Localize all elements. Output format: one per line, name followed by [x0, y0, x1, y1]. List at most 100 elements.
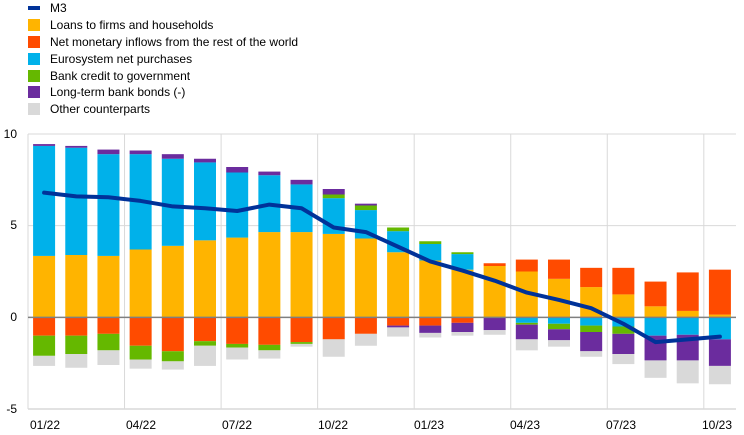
bar-segment-loans-to-firms-and-households [194, 240, 216, 318]
bar-segment-loans-to-firms-and-households [483, 266, 506, 318]
bar-segment-long-term-bank-bonds [612, 333, 635, 354]
bar-segment-other-counterparts [708, 365, 731, 385]
bar-segment-net-monetary-inflows-from-the-rest-of-the-world [258, 317, 281, 345]
x-tick-label: 07/23 [606, 418, 636, 432]
bar-segment-long-term-bank-bonds [451, 322, 474, 332]
x-tick-label: 10/22 [318, 418, 348, 432]
bar-segment-long-term-bank-bonds [33, 144, 56, 146]
bar-segment-net-monetary-inflows-from-the-rest-of-the-world [322, 317, 345, 340]
legend-item-bank-credit: Bank credit to government [28, 67, 298, 84]
bar-segment-net-monetary-inflows-from-the-rest-of-the-world [612, 267, 635, 295]
bar-segment-bank-credit-to-government [258, 344, 281, 351]
bar-segment-bank-credit-to-government [226, 343, 249, 348]
bar-segment-other-counterparts [612, 354, 635, 365]
legend-swatch-bank-credit [28, 69, 40, 82]
bar-segment-other-counterparts [290, 343, 313, 347]
bar-segment-bank-credit-to-government [515, 322, 538, 325]
bar-segment-loans-to-firms-and-households [161, 245, 184, 318]
legend-swatch-m3 [28, 6, 40, 11]
bar-segment-net-monetary-inflows-from-the-rest-of-the-world [580, 267, 603, 288]
legend-label: Eurosystem net purchases [50, 51, 193, 66]
bar-segment-other-counterparts [161, 361, 184, 370]
x-tick-label: 04/23 [510, 418, 540, 432]
bar-segment-eurosystem-net-purchases [65, 147, 88, 255]
bar-segment-long-term-bank-bonds [322, 189, 345, 195]
bar-segment-bank-credit-to-government [548, 323, 570, 330]
x-tick-label: 07/22 [222, 418, 252, 432]
y-tick-label: -5 [6, 402, 17, 416]
bar-segment-eurosystem-net-purchases [451, 254, 474, 270]
legend-label: Loans to firms and households [50, 18, 214, 33]
bar-segment-loans-to-firms-and-households [97, 255, 120, 318]
legend-label: Other counterparts [50, 102, 151, 117]
legend-swatch-eurosystem [28, 52, 40, 65]
bar-segment-net-monetary-inflows-from-the-rest-of-the-world [194, 317, 216, 342]
legend-item-other: Other counterparts [28, 101, 298, 118]
x-tick-label: 01/22 [30, 418, 60, 432]
bar-segment-other-counterparts [387, 327, 410, 337]
bar-segment-loans-to-firms-and-households [708, 314, 731, 318]
y-tick-label: 10 [4, 127, 18, 141]
bar-segment-loans-to-firms-and-households [644, 306, 667, 318]
bar-segment-net-monetary-inflows-from-the-rest-of-the-world [290, 317, 313, 343]
bar-segment-other-counterparts [226, 347, 249, 360]
bar-segment-net-monetary-inflows-from-the-rest-of-the-world [354, 317, 377, 334]
legend: M3 Loans to firms and households Net mon… [28, 0, 298, 118]
bar-segment-bank-credit-to-government [194, 341, 216, 346]
bar-segment-loans-to-firms-and-households [387, 252, 410, 318]
legend-swatch-lt-bonds [28, 86, 40, 99]
bar-segment-bank-credit-to-government [387, 227, 410, 232]
legend-item-net-inflows: Net monetary inflows from the rest of th… [28, 34, 298, 51]
x-tick-label: 01/23 [414, 418, 444, 432]
bar-segment-loans-to-firms-and-households [612, 294, 635, 318]
bar-segment-long-term-bank-bonds [708, 339, 731, 366]
bar-segment-loans-to-firms-and-households [354, 238, 377, 318]
bar-segment-net-monetary-inflows-from-the-rest-of-the-world [419, 317, 442, 326]
bar-segment-long-term-bank-bonds [354, 203, 377, 206]
bar-segment-long-term-bank-bonds [258, 171, 281, 176]
bar-segment-eurosystem-net-purchases [97, 154, 120, 256]
bar-segment-eurosystem-net-purchases [548, 317, 570, 324]
bar-segment-loans-to-firms-and-households [33, 255, 56, 318]
bar-segment-net-monetary-inflows-from-the-rest-of-the-world [676, 272, 699, 311]
bar-segment-other-counterparts [515, 339, 538, 351]
m3-line-path [42, 190, 722, 345]
bar-segment-net-monetary-inflows-from-the-rest-of-the-world [548, 259, 570, 279]
bar-segment-bank-credit-to-government [290, 342, 313, 344]
bar-segment-eurosystem-net-purchases [708, 317, 731, 340]
bar-segment-bank-credit-to-government [580, 325, 603, 332]
bar-segment-long-term-bank-bonds [194, 158, 216, 163]
bar-segment-net-monetary-inflows-from-the-rest-of-the-world [97, 317, 120, 334]
bar-segment-eurosystem-net-purchases [226, 172, 249, 238]
bar-segment-other-counterparts [451, 332, 474, 336]
bar-segment-loans-to-firms-and-households [451, 269, 474, 318]
bar-segment-other-counterparts [354, 333, 377, 346]
bar-segment-other-counterparts [33, 355, 56, 366]
bar-segment-long-term-bank-bonds [129, 150, 152, 155]
bar-segment-loans-to-firms-and-households [419, 260, 442, 318]
bar-segment-other-counterparts [548, 340, 570, 347]
legend-label: Net monetary inflows from the rest of th… [50, 34, 299, 49]
bar-segment-bank-credit-to-government [612, 326, 635, 334]
bar-segment-net-monetary-inflows-from-the-rest-of-the-world [451, 317, 474, 323]
bar-segment-long-term-bank-bonds [161, 154, 184, 159]
bar-segment-loans-to-firms-and-households [290, 232, 313, 318]
bar-segment-eurosystem-net-purchases [161, 158, 184, 246]
x-axis: 01/22 04/22 07/22 10/22 01/23 04/23 07/2… [30, 418, 732, 432]
bar-segment-eurosystem-net-purchases [676, 317, 699, 335]
bar-segment-net-monetary-inflows-from-the-rest-of-the-world [387, 317, 410, 326]
legend-item-loans: Loans to firms and households [28, 17, 298, 34]
bar-segment-bank-credit-to-government [354, 205, 377, 211]
bar-segment-bank-credit-to-government [97, 333, 120, 351]
bar-segment-loans-to-firms-and-households [676, 310, 699, 318]
bar-segment-other-counterparts [483, 330, 506, 335]
bar-segment-long-term-bank-bonds [515, 324, 538, 340]
bar-segment-loans-to-firms-and-households [226, 237, 249, 318]
bars [33, 144, 731, 385]
bar-segment-long-term-bank-bonds [548, 329, 570, 341]
bar-segment-eurosystem-net-purchases [580, 317, 603, 326]
bar-segment-bank-credit-to-government [451, 252, 474, 255]
bar-segment-loans-to-firms-and-households [65, 255, 88, 318]
bar-segment-net-monetary-inflows-from-the-rest-of-the-world [226, 317, 249, 344]
